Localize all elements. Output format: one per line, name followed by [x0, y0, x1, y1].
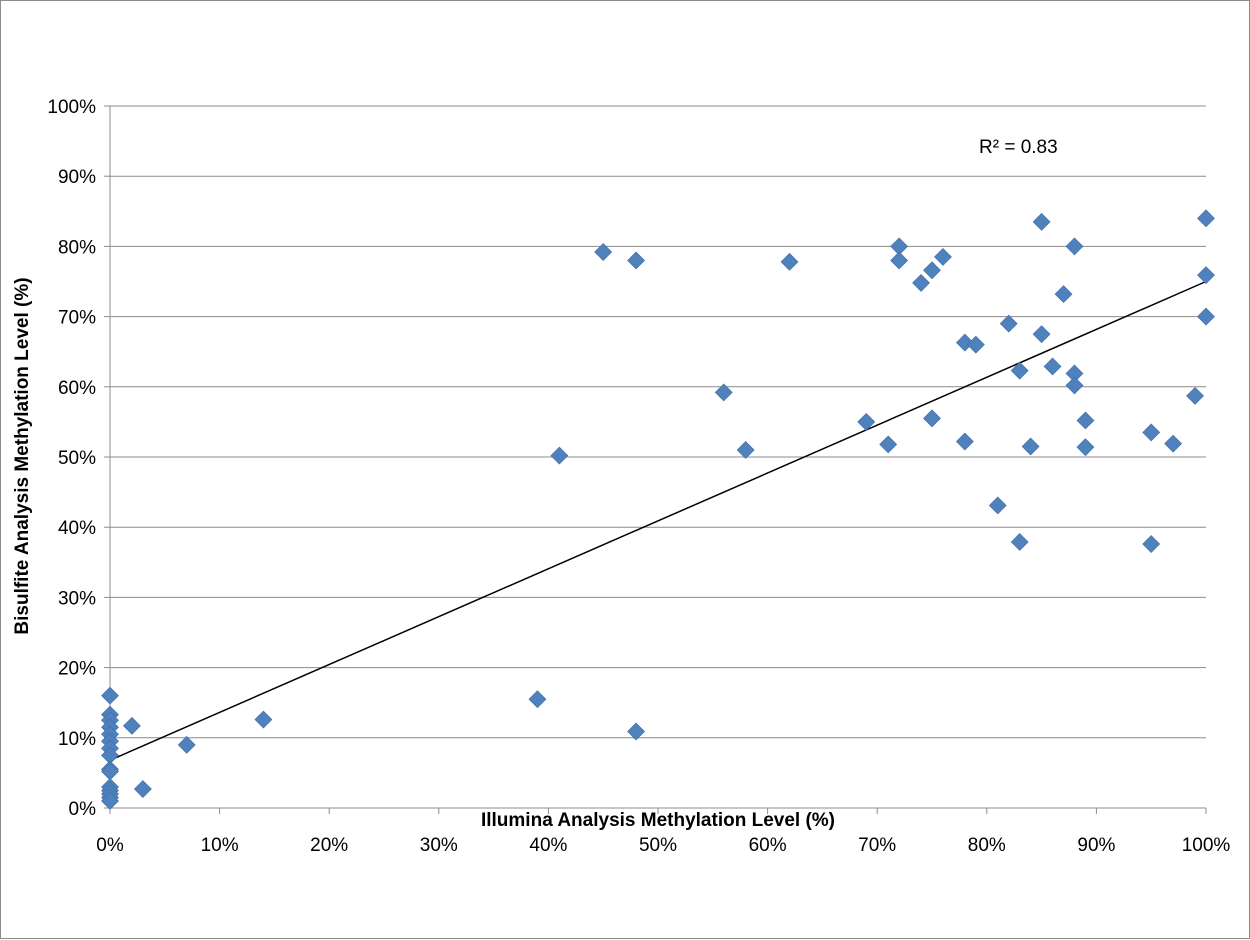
data-point [714, 383, 733, 402]
data-point [1164, 434, 1183, 453]
data-point [999, 314, 1018, 333]
axes [104, 105, 1207, 814]
data-point [1065, 376, 1084, 395]
data-point [1032, 325, 1051, 344]
data-point [934, 248, 952, 266]
x-tick-label: 60% [749, 835, 787, 856]
data-point [254, 710, 273, 729]
data-point [1032, 212, 1051, 231]
data-point [879, 435, 898, 454]
data-point [955, 432, 974, 451]
y-tick-label: 0% [69, 799, 97, 820]
data-point [122, 716, 141, 735]
data-point [912, 273, 930, 292]
trendline [109, 280, 1207, 761]
y-tick-label: 70% [58, 308, 96, 329]
trendline-group [109, 280, 1207, 761]
y-tick-label: 30% [58, 588, 96, 609]
gridlines [110, 105, 1206, 739]
data-point [1197, 307, 1215, 326]
y-tick-label: 60% [58, 378, 96, 399]
data-point [890, 251, 909, 270]
data-point [736, 441, 755, 459]
data-point [1186, 387, 1204, 405]
y-axis-title: Bisulfite Analysis Methylation Level (%) [12, 277, 33, 634]
x-tick-label: 90% [1077, 835, 1115, 856]
data-point [1142, 423, 1161, 442]
y-tick-label: 90% [58, 167, 96, 188]
y-tick-labels: 0% 10% 20% 30% 40% 50% 60% 70% 80% 90% 100% [47, 97, 96, 820]
y-tick-label: 10% [58, 729, 96, 750]
data-point [594, 243, 613, 261]
data-point [923, 261, 941, 280]
x-tick-label: 0% [96, 835, 124, 856]
data-point [627, 722, 646, 741]
data-points [101, 209, 1215, 810]
y-tick-label: 40% [58, 518, 96, 539]
data-point [1010, 361, 1029, 380]
data-point [1076, 438, 1095, 457]
x-axis-title: Illumina Analysis Methylation Level (%) [481, 810, 835, 831]
data-point [988, 496, 1007, 515]
data-point [627, 251, 646, 270]
x-tick-label: 50% [639, 835, 677, 856]
y-tick-label: 100% [47, 97, 96, 118]
y-tick-label: 50% [58, 448, 96, 469]
data-point [177, 735, 196, 754]
data-point [101, 762, 119, 781]
x-tick-label: 20% [310, 835, 348, 856]
data-point [966, 335, 985, 354]
data-point [1197, 266, 1215, 285]
data-point [780, 252, 799, 271]
data-point [1054, 285, 1073, 304]
y-tick-label: 80% [58, 237, 96, 258]
y-tick-label: 20% [58, 659, 96, 680]
data-point [1043, 357, 1062, 376]
r-squared-annotation: R² = 0.83 [979, 137, 1058, 158]
x-tick-label: 30% [420, 835, 458, 856]
data-point [923, 409, 941, 428]
data-point [101, 792, 119, 810]
data-point [1197, 209, 1215, 228]
data-point [1021, 437, 1040, 456]
x-tick-labels: 0% 10% 20% 30% 40% 50% 60% 70% 80% 90% 100% [96, 835, 1230, 856]
x-tick-label: 10% [201, 835, 239, 856]
data-point [1065, 237, 1084, 256]
x-tick-label: 100% [1182, 835, 1231, 856]
data-point [1010, 533, 1029, 551]
x-tick-label: 70% [858, 835, 896, 856]
data-point [1076, 411, 1095, 430]
data-point [133, 780, 152, 798]
data-point [528, 690, 547, 709]
data-point [1142, 535, 1161, 553]
data-point [101, 686, 119, 705]
data-point [857, 412, 876, 431]
data-point [550, 446, 569, 465]
x-tick-label: 80% [968, 835, 1006, 856]
x-tick-label: 40% [529, 835, 567, 856]
